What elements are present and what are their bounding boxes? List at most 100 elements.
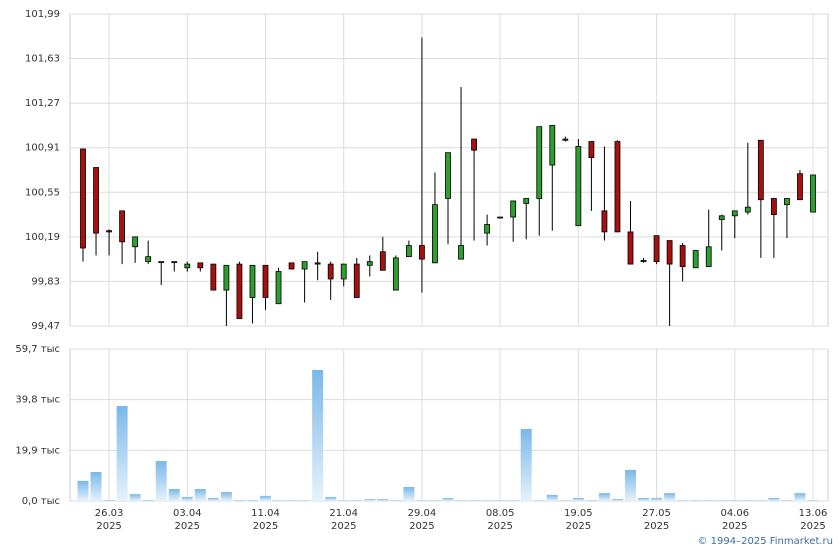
x-tick-year: 2025 (253, 521, 278, 532)
volume-bar (742, 500, 754, 501)
volume-bar (299, 500, 311, 501)
volume-bar (233, 499, 245, 501)
volume-bar (103, 499, 115, 501)
candle-body (705, 246, 712, 267)
candle-body (562, 138, 569, 141)
volume-bar (572, 497, 584, 501)
volume-bar (77, 480, 89, 501)
candle-body (106, 230, 112, 233)
candle-body (731, 210, 738, 217)
x-tick-label: 13.06 (799, 508, 828, 519)
candle-body (692, 250, 699, 269)
candle-body (770, 198, 777, 215)
candle-body (432, 204, 438, 264)
volume-bar (520, 428, 532, 501)
candle-body (236, 263, 243, 319)
candle-body (171, 261, 178, 264)
volume-bar (546, 494, 558, 501)
volume-bar (481, 500, 493, 501)
candle-body (379, 251, 386, 271)
volume-bar (794, 493, 806, 501)
volume-bar (129, 494, 141, 501)
volume-bar (312, 369, 324, 501)
candle-body (340, 263, 347, 280)
candle-body (510, 200, 517, 218)
candle-body (536, 126, 543, 199)
candle-body (601, 210, 608, 233)
volume-bar (781, 500, 793, 501)
y-tick-label: 100,19 (25, 232, 60, 243)
x-tick-year: 2025 (175, 521, 200, 532)
volume-bar (325, 496, 337, 501)
y-tick-label: 101,27 (25, 98, 60, 109)
candle-body (132, 236, 139, 248)
volume-bar (625, 469, 636, 501)
candle-body (197, 262, 204, 269)
candle-body (145, 256, 152, 263)
volume-bar (507, 500, 519, 501)
y-tick-label: 100,91 (25, 143, 60, 154)
candle-body (158, 261, 165, 264)
x-tick-year: 2025 (644, 521, 669, 532)
candle-body (627, 231, 634, 265)
candle-body (797, 173, 803, 201)
volume-bar (429, 500, 441, 501)
volume-tick-label: 59,7 тыс (15, 344, 60, 355)
candle-body (262, 264, 269, 298)
volume-bar (142, 499, 154, 501)
x-tick-year: 2025 (409, 521, 434, 532)
volume-bar (194, 489, 206, 501)
x-tick-label: 29.04 (408, 508, 437, 519)
candle-body (301, 261, 308, 270)
volume-bar (181, 496, 193, 501)
candle-body (666, 240, 673, 265)
volume-bar (416, 500, 428, 501)
candle-body (327, 263, 334, 280)
volume-bar (729, 500, 741, 501)
x-tick-year: 2025 (800, 521, 825, 532)
volume-bar (338, 500, 350, 501)
volume-bar (260, 495, 271, 501)
candle-body (80, 148, 86, 249)
candle-body (679, 245, 686, 267)
candle-body (549, 125, 556, 166)
volume-bar (246, 499, 258, 501)
volume-bar (559, 500, 571, 501)
volume-bar (351, 500, 363, 501)
x-tick-year: 2025 (96, 521, 121, 532)
volume-bar (677, 500, 689, 501)
volume-bar (168, 489, 180, 501)
candle-body (744, 206, 751, 213)
candle-body (588, 141, 595, 159)
volume-bar (664, 493, 676, 501)
volume-bar (273, 500, 285, 501)
volume-bar (442, 497, 454, 501)
volume-panel (69, 348, 829, 502)
candle-body (93, 167, 99, 234)
candle-body (392, 257, 399, 291)
y-tick-label: 99,83 (31, 276, 60, 287)
volume-bar (155, 461, 167, 501)
volume-bar (455, 500, 467, 501)
candle-body (640, 259, 647, 263)
volume-bar (468, 500, 480, 501)
candle-body (784, 198, 790, 206)
volume-tick-label: 19,9 тыс (15, 445, 60, 456)
x-tick-year: 2025 (566, 521, 591, 532)
volume-bar (807, 500, 819, 501)
candle-body (314, 262, 321, 265)
x-tick-label: 19.05 (564, 508, 593, 519)
y-tick-label: 99,47 (31, 321, 60, 332)
volume-bar (703, 500, 715, 501)
volume-bar (90, 471, 102, 501)
volume-bar (364, 498, 376, 501)
candle-body (810, 174, 816, 213)
volume-bar (377, 498, 389, 501)
candle-body (405, 245, 412, 258)
x-tick-year: 2025 (722, 521, 747, 532)
volume-bar (403, 486, 415, 501)
candle-body (458, 245, 464, 260)
volume-bar (755, 500, 767, 501)
volume-bar (690, 500, 702, 501)
